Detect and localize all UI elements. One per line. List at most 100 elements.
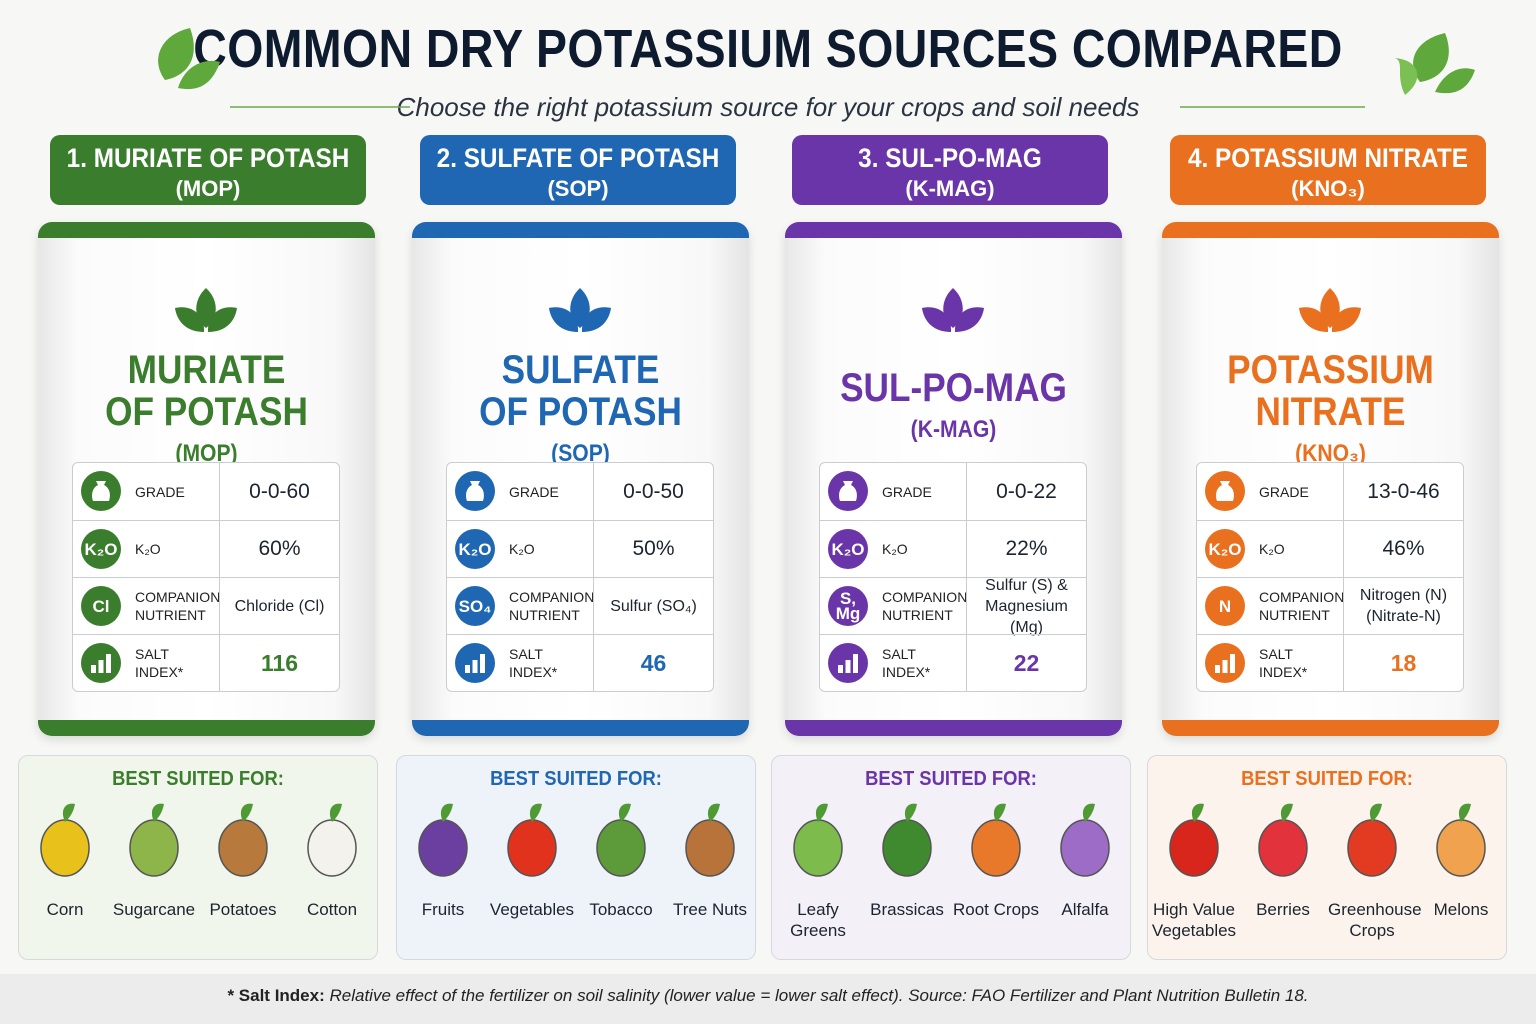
row-icon: S, Mg (828, 586, 868, 626)
crop-name: Tobacco (589, 900, 653, 919)
heading-abbrev: (K-MAG) (905, 176, 995, 201)
crop-name: Alfalfa (1061, 900, 1109, 919)
spec-row: K₂O K₂O 60% (73, 520, 339, 577)
bag-name: OF POTASH (105, 390, 308, 434)
heading-text: 3. SUL-PO-MAG (858, 143, 1042, 173)
crop-illustration (33, 798, 97, 893)
bag-abbrev: (K-MAG) (910, 416, 997, 443)
crop-illustration (678, 798, 742, 893)
best-suited-box: BEST SUITED FOR: Corn Sugarcane Potatoes Cot… (18, 755, 378, 960)
bag: POTASSIUM NITRATE (KNO₃) GRADE 13-0-46 K₂O K₂O… (1162, 222, 1499, 736)
bag-name: NITRATE (1255, 390, 1406, 434)
bag-name: OF POTASH (479, 390, 682, 434)
row-value: Sulfur (S) & Magnesium (Mg) (966, 577, 1086, 636)
crop-name: Cotton (306, 900, 358, 919)
spec-row: GRADE 0-0-60 (73, 463, 339, 520)
row-value: 22 (966, 635, 1086, 691)
crop-illustration (875, 798, 939, 893)
crop-illustration (1053, 798, 1117, 893)
crop-name: Root Crops (953, 900, 1039, 919)
row-value: Sulfur (SO₄) (593, 578, 713, 634)
spec-row: Cl COMPANION NUTRIENT Chloride (Cl) (73, 577, 339, 634)
bag: SULFATE OF POTASH (SOP) GRADE 0-0-50 K₂O K₂O 50… (412, 222, 749, 736)
product-heading: 4. POTASSIUM NITRATE (KNO₃) (1170, 135, 1486, 205)
crop-illustration (786, 798, 850, 893)
bag-name: SULFATE (501, 348, 660, 392)
crop-illustration (300, 798, 364, 893)
row-icon: K₂O (1205, 529, 1245, 569)
heading-abbrev: (SOP) (547, 176, 609, 201)
bag: SUL-PO-MAG (K-MAG) GRADE 0-0-22 K₂O K₂O 22% S, … (785, 222, 1122, 736)
bag-name: POTASSIUM (1227, 348, 1434, 392)
product-heading: 1. MURIATE OF POTASH (MOP) (50, 135, 366, 205)
spec-row: K₂O K₂O 46% (1197, 520, 1463, 577)
row-icon (828, 643, 868, 683)
crop-name: Sugarcane (112, 900, 196, 919)
row-label: GRADE (882, 483, 932, 500)
row-value: Chloride (Cl) (219, 578, 339, 634)
row-icon (1205, 471, 1245, 511)
row-icon (1205, 643, 1245, 683)
spec-row: GRADE 0-0-22 (820, 463, 1086, 520)
crop-name: Potatoes (209, 900, 277, 919)
crop-illustration (1162, 798, 1226, 893)
crop-illustration (1429, 798, 1493, 893)
spec-row: SALT INDEX* 46 (447, 634, 713, 691)
bag-name: MURIATE (127, 348, 286, 392)
crop-illustration (1251, 798, 1315, 893)
row-icon (455, 471, 495, 511)
row-label: K₂O (509, 541, 535, 557)
row-value: 0-0-60 (219, 463, 339, 520)
crop-illustration (589, 798, 653, 893)
spec-row: SALT INDEX* 18 (1197, 634, 1463, 691)
spec-row: SO₄ COMPANION NUTRIENT Sulfur (SO₄) (447, 577, 713, 634)
footnote: * Salt Index: Relative effect of the fer… (0, 974, 1536, 1024)
bag-logo (545, 286, 615, 351)
crop-illustration (411, 798, 475, 893)
row-value: 13-0-46 (1343, 463, 1463, 520)
heading-abbrev: (KNO₃) (1291, 176, 1365, 201)
row-label: COMPANION NUTRIENT (135, 589, 221, 623)
crop-illustration (964, 798, 1028, 893)
spec-row: GRADE 13-0-46 (1197, 463, 1463, 520)
spec-table: GRADE 0-0-50 K₂O K₂O 50% SO₄ COMPANION NUTRIEN… (446, 462, 714, 692)
spec-row: K₂O K₂O 50% (447, 520, 713, 577)
spec-table: GRADE 13-0-46 K₂O K₂O 46% N COMPANION NUTRIENT… (1196, 462, 1464, 692)
heading-text: 2. SULFATE OF POTASH (436, 143, 720, 173)
row-label: K₂O (1259, 541, 1285, 557)
row-icon (81, 471, 121, 511)
row-value: 46 (593, 635, 713, 691)
row-label: GRADE (135, 483, 185, 500)
spec-row: S, Mg COMPANION NUTRIENT Sulfur (S) & Magn… (820, 577, 1086, 636)
crop-name: Corn (46, 900, 84, 919)
row-value: 116 (219, 635, 339, 691)
row-value: 50% (593, 521, 713, 577)
best-suited-title: BEST SUITED FOR: (490, 768, 662, 790)
best-suited-title: BEST SUITED FOR: (865, 768, 1037, 790)
row-icon (455, 643, 495, 683)
row-value: 60% (219, 521, 339, 577)
best-suited-box: BEST SUITED FOR: Fruits Vegetables Tobacco T… (396, 755, 756, 960)
spec-row: GRADE 0-0-50 (447, 463, 713, 520)
row-label: SALT INDEX* (135, 646, 184, 680)
product-heading: 3. SUL-PO-MAG (K-MAG) (792, 135, 1108, 205)
row-icon: K₂O (455, 529, 495, 569)
best-suited-title: BEST SUITED FOR: (1241, 768, 1413, 790)
row-label: K₂O (135, 541, 161, 557)
row-value: 46% (1343, 521, 1463, 577)
row-value: 22% (966, 521, 1086, 577)
bag-name: SUL-PO-MAG (840, 366, 1067, 410)
row-label: SALT INDEX* (1259, 646, 1308, 680)
row-value: 0-0-50 (593, 463, 713, 520)
heading-text: 1. MURIATE OF POTASH (66, 143, 350, 173)
row-value: 0-0-22 (966, 463, 1086, 520)
heading-text: 4. POTASSIUM NITRATE (1188, 143, 1468, 173)
crop-name: Tree Nuts (672, 900, 747, 919)
row-label: COMPANION NUTRIENT (1259, 589, 1345, 623)
row-label: SALT INDEX* (509, 646, 558, 680)
row-icon: K₂O (828, 529, 868, 569)
spec-row: N COMPANION NUTRIENT Nitrogen (N) (Nitrate… (1197, 577, 1463, 634)
crop-illustration (122, 798, 186, 893)
crop-name: Leafy Greens (790, 900, 846, 940)
heading-abbrev: (MOP) (175, 176, 241, 201)
